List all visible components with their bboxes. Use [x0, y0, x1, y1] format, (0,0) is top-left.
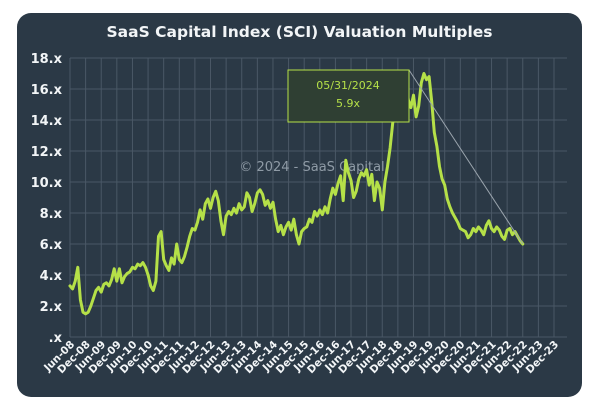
y-tick-label: 16.x — [31, 83, 63, 98]
annotation-date: 05/31/2024 — [316, 79, 379, 92]
series-line-0 — [68, 72, 525, 316]
y-axis-ticks: .x 2.x 4.x 6.x 8.x 10.x 12.x 14.x 16.x 18.x — [31, 52, 63, 346]
y-tick-label: 14.x — [31, 114, 63, 129]
y-tick-label: 18.x — [31, 52, 63, 67]
chart-title: SaaS Capital Index (SCI) Valuation Multi… — [106, 23, 493, 41]
y-tick-label: 2.x — [40, 300, 63, 315]
chart-card: SaaS Capital Index (SCI) Valuation Multi… — [17, 13, 582, 397]
x-axis-ticks: Jun-08Dec-08Jun-09Dec-09Jun-10Dec-10Jun-… — [41, 339, 561, 376]
y-tick-label: .x — [49, 331, 63, 346]
annotation-leader-line — [408, 69, 524, 245]
series-layer — [68, 72, 525, 316]
y-tick-label: 6.x — [40, 238, 63, 253]
y-tick-label: 12.x — [31, 145, 63, 160]
y-tick-label: 10.x — [31, 176, 63, 191]
annotation-layer: 05/31/2024 5.9x — [287, 69, 524, 245]
y-tick-label: 8.x — [40, 207, 63, 222]
annotation-value: 5.9x — [336, 97, 360, 110]
line-chart: .x 2.x 4.x 6.x 8.x 10.x 12.x 14.x 16.x 18.x Jun-0… — [31, 52, 567, 376]
y-tick-label: 4.x — [40, 269, 63, 284]
annotation-box — [287, 69, 410, 123]
